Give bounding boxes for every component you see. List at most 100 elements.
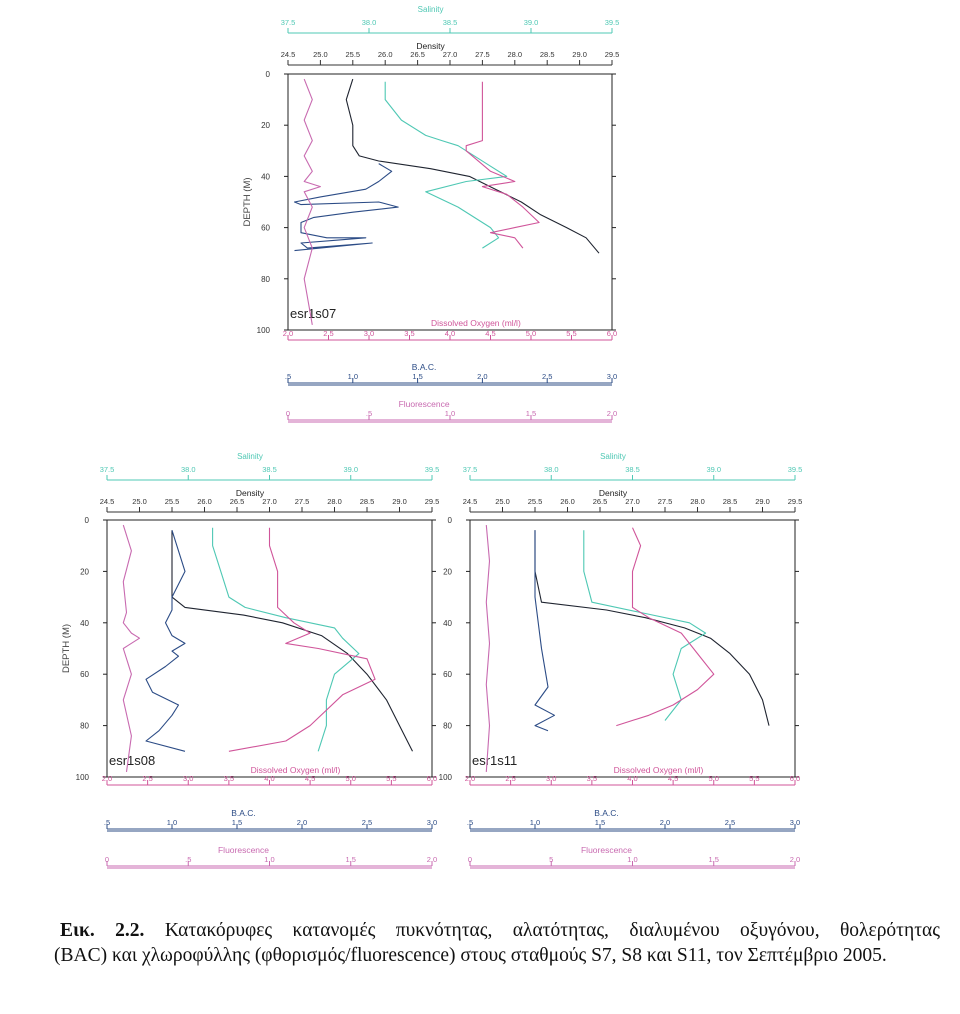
fluorescence-tick-label: 1.0 [445, 409, 455, 418]
chart-panel-esr1s11: 0 20 40 60 80 100 37.5 38.0 38.5 39.0 39.5 Salinity… [439, 452, 803, 869]
oxygen-tick-label: 2.5 [142, 774, 152, 783]
density-tick-label: 27.0 [443, 50, 458, 59]
density-tick-label: 29.0 [755, 497, 770, 506]
oxygen-tick-label: 3.0 [183, 774, 193, 783]
fluorescence-tick-label: 0 [468, 855, 472, 864]
depth-tick-label: 60 [80, 670, 89, 679]
bac-tick-label: 2.0 [660, 818, 670, 827]
density-tick-label: 29.5 [425, 497, 440, 506]
depth-tick-label: 80 [261, 275, 270, 284]
fluorescence-tick-label: 1.5 [346, 855, 356, 864]
series-line-salinity [583, 530, 707, 721]
density-tick-label: 26.0 [378, 50, 393, 59]
bac-tick-label: 1.0 [167, 818, 177, 827]
salinity-tick-label: 38.0 [362, 18, 377, 27]
bac-tick-label: .5 [104, 818, 110, 827]
oxygen-tick-label: 2.0 [283, 329, 293, 338]
density-tick-label: 25.0 [495, 497, 510, 506]
bac-tick-label: 2.5 [542, 372, 552, 381]
fluorescence-tick-label: 2.0 [607, 409, 617, 418]
depth-tick-label: 20 [80, 567, 89, 576]
series-line-salinity [212, 527, 360, 752]
series-line-density [345, 78, 600, 254]
fluorescence-tick-label: .5 [185, 855, 191, 864]
oxygen-tick-label: 2.5 [505, 774, 515, 783]
density-tick-label: 25.5 [345, 50, 360, 59]
density-tick-label: 29.0 [392, 497, 407, 506]
series-line-oxygen [616, 527, 715, 727]
density-tick-label: 25.0 [132, 497, 147, 506]
salinity-tick-label: 39.0 [706, 465, 721, 474]
salinity-tick-label: 38.0 [544, 465, 559, 474]
figure-caption: Εικ. 2.2. Κατακόρυφες κατανομές πυκνότητ… [54, 918, 940, 968]
oxygen-tick-label: 3.0 [546, 774, 556, 783]
depth-tick-label: 40 [261, 172, 270, 181]
density-tick-label: 25.5 [165, 497, 180, 506]
bac-tick-label: .5 [467, 818, 473, 827]
y-axis-label: DEPTH (M) [61, 624, 72, 673]
salinity-axis-label: Salinity [237, 452, 263, 461]
density-tick-label: 24.5 [281, 50, 296, 59]
density-tick-label: 24.5 [463, 497, 478, 506]
bac-tick-label: 1.5 [412, 372, 422, 381]
oxygen-tick-label: 6.0 [427, 774, 437, 783]
fluorescence-axis-label: Fluorescence [399, 399, 450, 409]
depth-tick-label: 20 [261, 121, 270, 130]
figure: 0 20 40 60 80 100 DEPTH (M) 37.5 38.0 38.5 39.0 39.… [61, 5, 803, 869]
density-tick-label: 27.5 [658, 497, 673, 506]
salinity-tick-label: 38.5 [625, 465, 640, 474]
bac-tick-label: 1.0 [348, 372, 358, 381]
density-tick-label: 24.5 [100, 497, 115, 506]
depth-tick-label: 0 [85, 516, 90, 525]
density-tick-label: 27.5 [475, 50, 490, 59]
salinity-tick-label: 39.5 [605, 18, 620, 27]
y-axis-label: DEPTH (M) [242, 177, 253, 226]
oxygen-tick-label: 5.5 [566, 329, 576, 338]
caption-text-1: Κατακόρυφες κατανομές πυκνότητας, αλατότ… [164, 920, 940, 941]
chart-panel-esr1s08: 0 20 40 60 80 100 DEPTH (M) 37.5 38.0 38.5 39.0 39.… [61, 452, 440, 869]
station-label: esr1s07 [290, 306, 336, 321]
depth-tick-label: 40 [80, 619, 89, 628]
series-line-bac [145, 530, 186, 752]
series-line-bac [534, 530, 556, 732]
bac-tick-label: 2.0 [477, 372, 487, 381]
density-tick-label: 25.5 [528, 497, 543, 506]
caption-line-1: Εικ. 2.2. Κατακόρυφες κατανομές πυκνότητ… [60, 918, 940, 943]
fluorescence-axis-label: Fluorescence [581, 845, 632, 855]
oxygen-tick-label: 5.5 [749, 774, 759, 783]
depth-tick-label: 60 [443, 670, 452, 679]
density-tick-label: 27.0 [262, 497, 277, 506]
depth-tick-label: 40 [443, 619, 452, 628]
bac-tick-label: 2.5 [362, 818, 372, 827]
density-tick-label: 29.5 [788, 497, 803, 506]
bac-axis-label: B.A.C. [594, 808, 619, 818]
station-label: esr1s08 [109, 753, 155, 768]
density-axis-label: Density [599, 488, 628, 498]
plot-frame [469, 519, 796, 778]
density-tick-label: 29.5 [605, 50, 620, 59]
oxygen-tick-label: 2.0 [102, 774, 112, 783]
station-label: esr1s11 [472, 753, 517, 768]
oxygen-tick-label: 5.0 [526, 329, 536, 338]
depth-tick-label: 100 [76, 773, 90, 782]
salinity-tick-label: 37.5 [463, 465, 478, 474]
depth-tick-label: 80 [443, 722, 452, 731]
fluorescence-axis-label: Fluorescence [218, 845, 269, 855]
fluorescence-tick-label: 1.5 [709, 855, 719, 864]
oxygen-tick-label: 5.0 [346, 774, 356, 783]
oxygen-tick-label: 4.5 [305, 774, 315, 783]
depth-tick-label: 20 [443, 567, 452, 576]
density-tick-label: 26.0 [560, 497, 575, 506]
series-line-fluorescence [485, 525, 491, 772]
series-line-density [534, 530, 770, 726]
bac-tick-label: 1.0 [530, 818, 540, 827]
series-line-salinity [384, 81, 508, 249]
series-line-oxygen [465, 81, 540, 249]
density-tick-label: 27.5 [295, 497, 310, 506]
oxygen-tick-label: 3.5 [404, 329, 414, 338]
fluorescence-tick-label: .5 [366, 409, 372, 418]
depth-tick-label: 60 [261, 224, 270, 233]
fluorescence-tick-label: 5 [549, 855, 553, 864]
bac-tick-label: 2.0 [297, 818, 307, 827]
fluorescence-tick-label: 1.0 [264, 855, 274, 864]
